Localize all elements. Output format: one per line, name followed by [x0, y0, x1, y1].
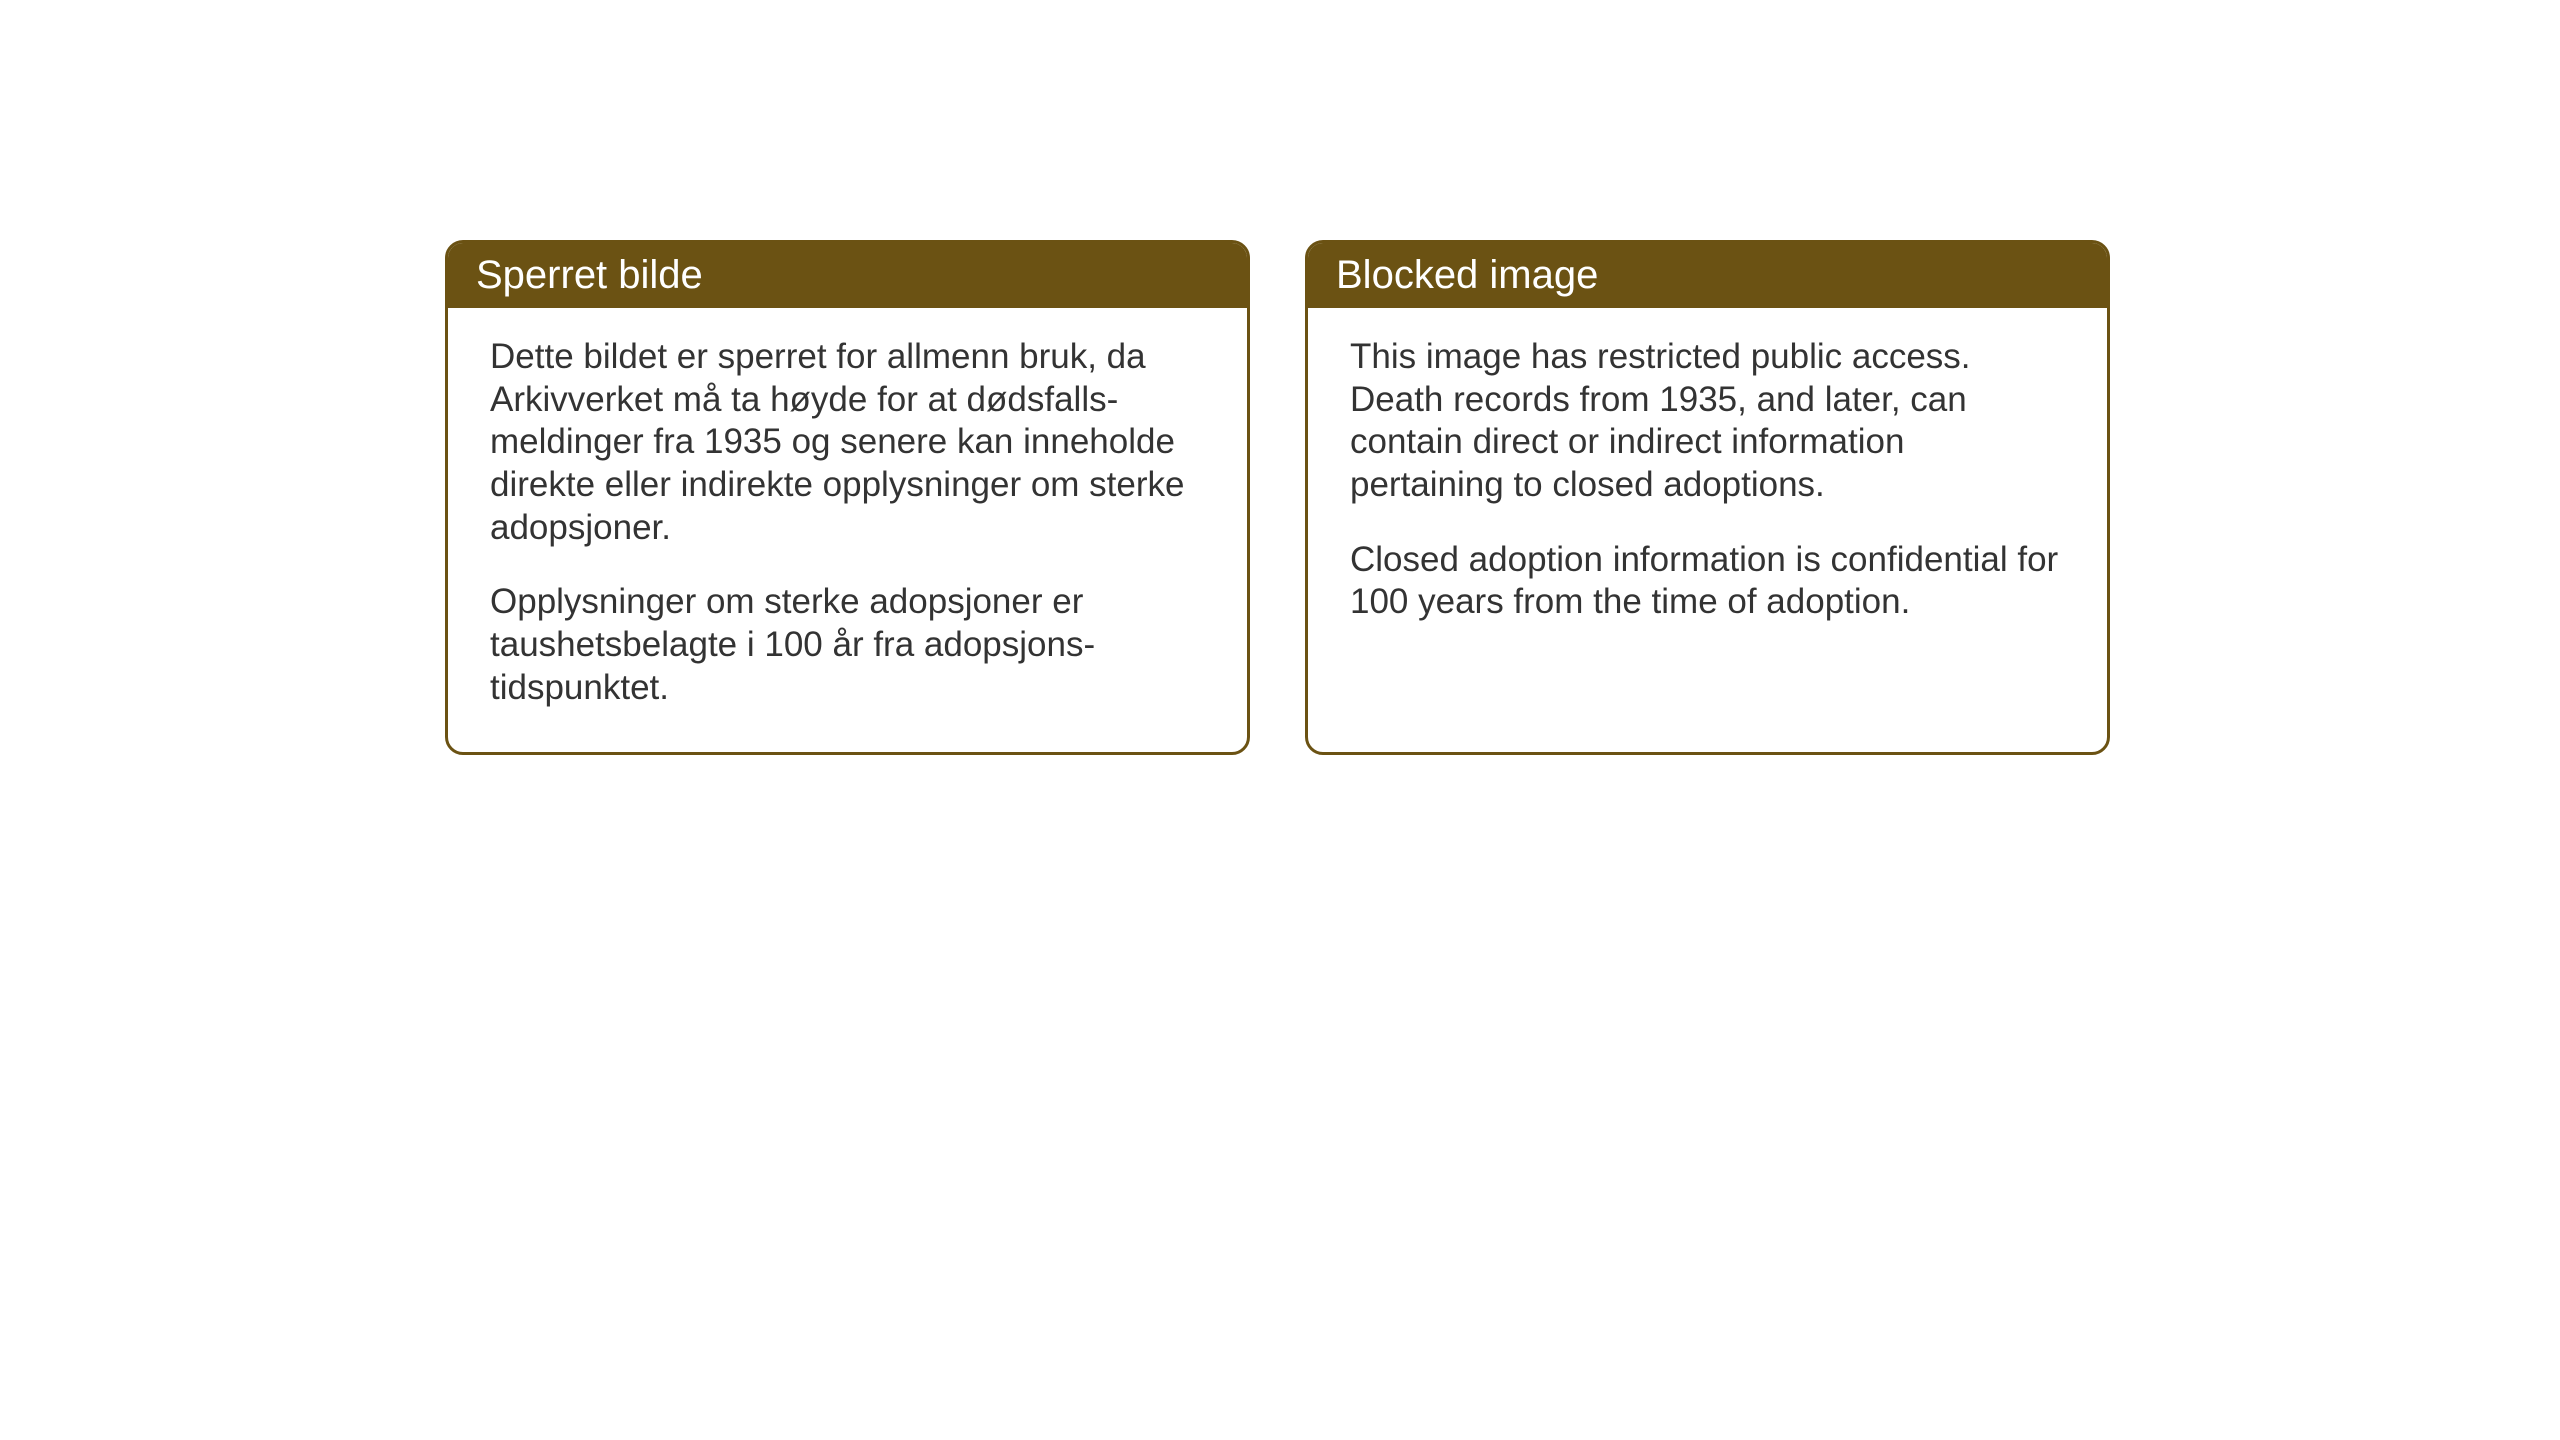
notice-card-english: Blocked image This image has restricted …: [1305, 240, 2110, 755]
card-body-norwegian: Dette bildet er sperret for allmenn bruk…: [448, 308, 1247, 752]
card-paragraph: This image has restricted public access.…: [1350, 336, 2065, 507]
card-header-english: Blocked image: [1308, 243, 2107, 308]
card-body-english: This image has restricted public access.…: [1308, 308, 2107, 666]
card-header-norwegian: Sperret bilde: [448, 243, 1247, 308]
card-title: Sperret bilde: [476, 253, 703, 297]
card-title: Blocked image: [1336, 253, 1598, 297]
card-paragraph: Dette bildet er sperret for allmenn bruk…: [490, 336, 1205, 549]
notice-card-norwegian: Sperret bilde Dette bildet er sperret fo…: [445, 240, 1250, 755]
notice-container: Sperret bilde Dette bildet er sperret fo…: [445, 240, 2110, 755]
card-paragraph: Opplysninger om sterke adopsjoner er tau…: [490, 581, 1205, 709]
card-paragraph: Closed adoption information is confident…: [1350, 539, 2065, 624]
